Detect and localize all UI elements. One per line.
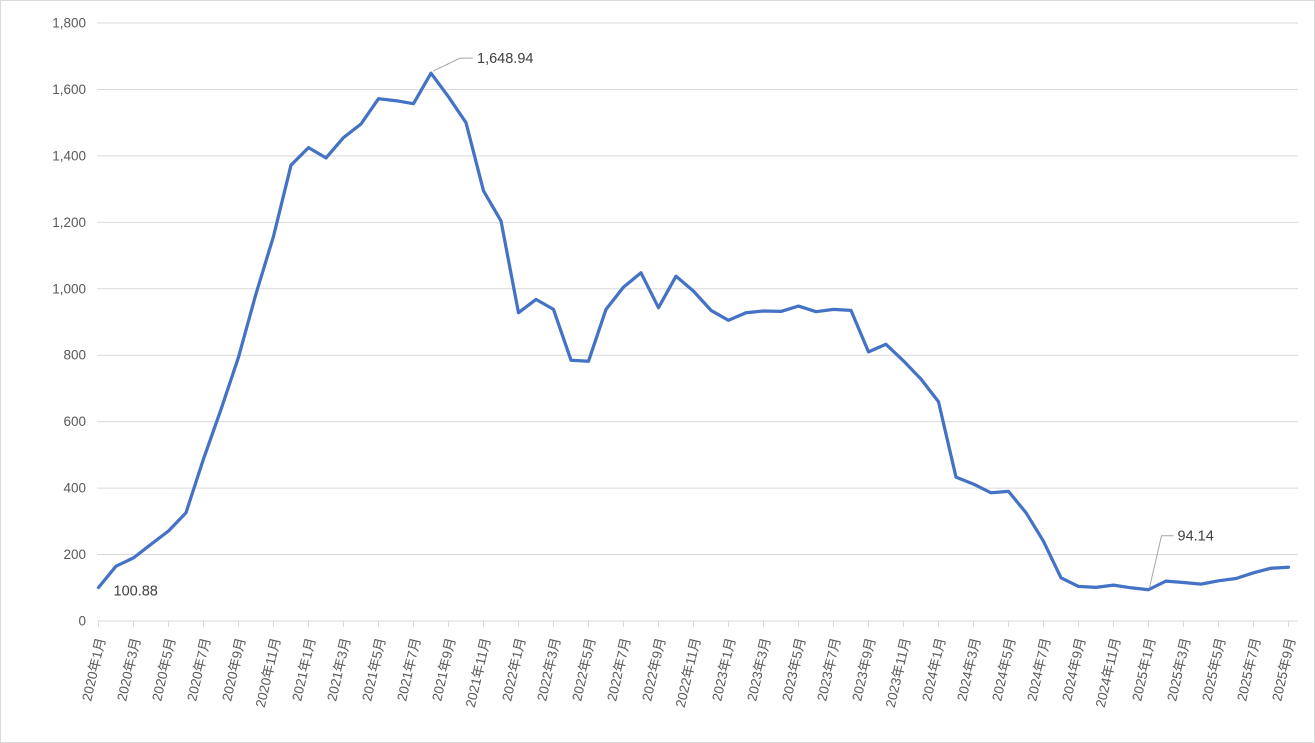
- x-tick-label: 2021年7月: [394, 636, 423, 702]
- y-tick-label: 1,000: [52, 281, 86, 296]
- x-tick-label: 2024年5月: [989, 636, 1018, 702]
- x-tick-label: 2021年9月: [429, 636, 458, 702]
- x-tick-label: 2022年5月: [569, 636, 598, 702]
- y-tick-label: 200: [63, 547, 86, 562]
- data-label: 100.88: [114, 583, 158, 599]
- x-tick-label: 2022年7月: [604, 636, 633, 702]
- x-tick-label: 2021年3月: [324, 636, 353, 702]
- x-tick-label: 2021年11月: [463, 636, 494, 709]
- x-tick-label: 2024年7月: [1024, 636, 1053, 702]
- gridlines: [97, 22, 1298, 622]
- y-tick-label: 600: [63, 414, 86, 429]
- x-tick-label: 2022年9月: [639, 636, 668, 702]
- data-label: 94.14: [1178, 529, 1214, 545]
- x-tick-label: 2022年11月: [673, 636, 704, 709]
- x-tick-label: 2023年5月: [779, 636, 808, 702]
- y-tick-label: 800: [63, 348, 86, 363]
- x-axis-ticks: [98, 621, 1289, 627]
- x-tick-label: 2025年7月: [1234, 636, 1263, 702]
- x-tick-label: 2020年1月: [79, 636, 108, 702]
- x-tick-label: 2022年1月: [499, 636, 528, 702]
- x-tick-label: 2020年11月: [253, 636, 284, 709]
- x-tick-label: 2023年9月: [849, 636, 878, 702]
- x-tick-label: 2021年5月: [359, 636, 388, 702]
- x-tick-label: 2024年11月: [1093, 636, 1124, 709]
- y-tick-label: 1,200: [52, 215, 86, 230]
- x-tick-label: 2025年1月: [1129, 636, 1158, 702]
- x-tick-label: 2020年3月: [114, 636, 143, 702]
- x-tick-label: 2025年5月: [1199, 636, 1228, 702]
- x-tick-label: 2025年9月: [1269, 636, 1298, 702]
- data-series-line: [96, 71, 1291, 592]
- y-tick-label: 1,600: [52, 82, 86, 97]
- data-label: 1,648.94: [477, 51, 533, 67]
- x-tick-label: 2024年9月: [1059, 636, 1088, 702]
- x-tick-label: 2024年1月: [919, 636, 948, 702]
- x-tick-label: 2021年1月: [289, 636, 318, 702]
- y-axis-labels: 1,800 1,600 1,400 1,200 1,000 800 600 400 200 0: [52, 16, 86, 629]
- x-tick-label: 2025年3月: [1164, 636, 1193, 702]
- x-tick-label: 2020年5月: [149, 636, 178, 702]
- x-tick-label: 2022年3月: [534, 636, 563, 702]
- x-tick-label: 2020年9月: [219, 636, 248, 702]
- x-tick-label: 2023年1月: [709, 636, 738, 702]
- x-tick-label: 2024年3月: [954, 636, 983, 702]
- data-label-leader-line: [432, 57, 473, 72]
- data-label-leader-line: [1149, 535, 1174, 588]
- y-tick-label: 1,800: [52, 16, 86, 31]
- y-tick-label: 1,400: [52, 148, 86, 163]
- x-tick-label: 2023年7月: [814, 636, 843, 702]
- data-labels: 100.88 1,648.94 94.14: [114, 51, 1214, 599]
- x-tick-label: 2023年3月: [744, 636, 773, 702]
- y-tick-label: 0: [78, 614, 86, 629]
- x-tick-label: 2023年11月: [883, 636, 914, 709]
- x-axis-labels: 2020年1月 2020年3月 2020年5月 2020年7月 2020年9月 2020年…: [79, 636, 1298, 709]
- y-tick-label: 400: [63, 481, 86, 496]
- x-tick-label: 2020年7月: [184, 636, 213, 702]
